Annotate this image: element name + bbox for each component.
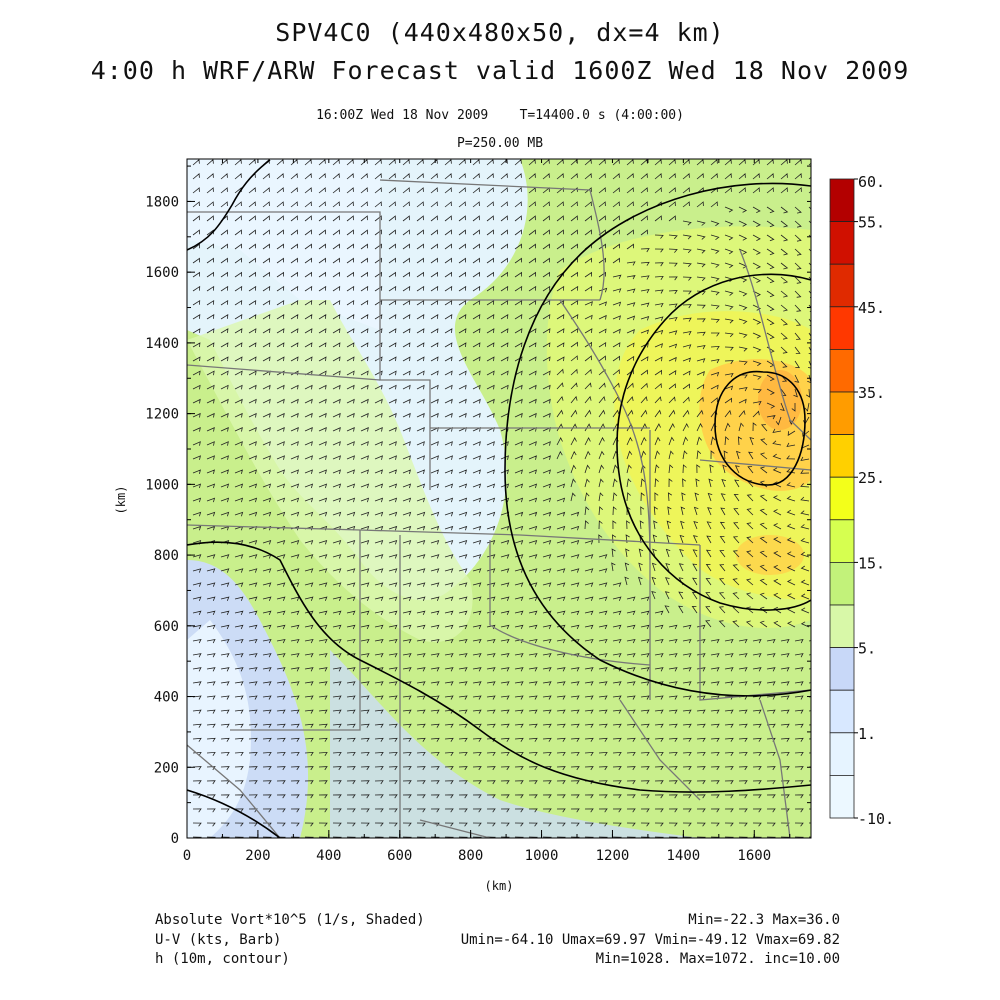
- colorbar-label: 55.: [858, 214, 885, 232]
- boundary-line: [739, 249, 811, 441]
- colorbar-label: 1.: [858, 725, 876, 743]
- boundary-line: [379, 179, 591, 191]
- x-tick-label: 600: [387, 848, 412, 864]
- boundary-line: [187, 744, 281, 838]
- colorbar-segment: [829, 562, 855, 606]
- colorbar-label: 60.: [858, 173, 885, 191]
- x-axis-label: (km): [485, 879, 514, 893]
- model-time: T=14400.0 s (4:00:00): [519, 108, 684, 123]
- boundary-line: [230, 530, 361, 731]
- y-tick-label: 200: [154, 760, 179, 776]
- plot-title: SPV4C0 (440x480x50, dx=4 km): [275, 18, 725, 47]
- boundary-line: [699, 459, 811, 471]
- colorbar-segment: [829, 775, 855, 819]
- height-contour-line: [714, 370, 806, 486]
- boundary-line: [489, 540, 651, 666]
- colorbar-segment: [829, 689, 855, 734]
- valid-time: 16:00Z Wed 18 Nov 2009: [316, 108, 489, 123]
- colorbar-segment: [829, 476, 855, 521]
- colorbar-label: 35.: [858, 384, 885, 402]
- height-contour-line: [187, 159, 271, 251]
- boundary-line: [699, 545, 811, 701]
- political-boundaries: [187, 179, 811, 838]
- time-subtitle: 16:00Z Wed 18 Nov 2009 T=14400.0 s (4:00…: [0, 108, 1000, 123]
- colorbar-segment: [829, 306, 855, 350]
- colorbar-segment: [829, 434, 855, 478]
- colorbar-segment: [829, 391, 855, 435]
- height-contour-line: [616, 273, 811, 611]
- x-tick-label: 0: [183, 848, 191, 864]
- y-tick-label: 400: [154, 690, 179, 706]
- x-tick-label: 200: [245, 848, 270, 864]
- legend-field3-name: h (10m, contour): [155, 951, 290, 967]
- height-contour-line: [187, 789, 281, 838]
- boundary-line: [589, 189, 605, 301]
- y-axis-label: (km): [114, 486, 128, 515]
- colorbar-segment: [829, 221, 855, 265]
- height-contour-line: [504, 182, 811, 697]
- boundary-line: [187, 364, 381, 381]
- height-contour-line: [187, 541, 811, 793]
- vorticity-shading-blue-south: [330, 650, 700, 838]
- vorticity-shading-peak: [758, 370, 802, 430]
- colorbar-segment: [829, 732, 855, 776]
- level-subtitle: P=250.00 MB: [456, 136, 544, 151]
- boundary-line: [559, 299, 651, 561]
- y-tick-label: 800: [154, 548, 179, 564]
- legend-field1-stats: Min=-22.3 Max=36.0: [688, 912, 840, 928]
- colorbar-segment: [829, 604, 855, 648]
- colorbar-segment: [829, 348, 855, 393]
- height-contours: [187, 159, 811, 838]
- boundary-line: [187, 524, 701, 546]
- colorbar-label: 5.: [858, 640, 876, 658]
- x-tick-label: 400: [316, 848, 341, 864]
- plot-frame: [186, 158, 812, 839]
- vorticity-shading-secondary: [736, 535, 804, 575]
- y-tick-label: 0: [171, 831, 179, 847]
- y-tick-label: 1600: [145, 265, 179, 281]
- forecast-title: 4:00 h WRF/ARW Forecast valid 1600Z Wed …: [90, 56, 910, 85]
- y-tick-label: 1200: [145, 407, 179, 423]
- boundary-line: [419, 819, 491, 838]
- x-tick-label: 800: [458, 848, 483, 864]
- legend-field1-name: Absolute Vort*10^5 (1/s, Shaded): [155, 912, 425, 928]
- boundary-line: [759, 699, 791, 838]
- colorbar-segment: [829, 519, 855, 563]
- boundary-line: [619, 699, 701, 801]
- y-tick-label: 1400: [145, 336, 179, 352]
- legend-field3-stats: Min=1028. Max=1072. inc=10.00: [595, 951, 840, 967]
- y-tick-label: 1000: [145, 477, 179, 493]
- colorbar-label: 15.: [858, 554, 885, 572]
- x-tick-label: 1400: [667, 848, 701, 864]
- colorbar-label: -10.: [858, 810, 894, 828]
- x-tick-label: 1600: [737, 848, 771, 864]
- colorbar-segment: [829, 178, 855, 222]
- y-tick-label: 600: [154, 619, 179, 635]
- colorbar-segment: [829, 647, 855, 691]
- x-tick-label: 1200: [596, 848, 630, 864]
- colorbar-label: 25.: [858, 469, 885, 487]
- vorticity-shading-pale-sw: [187, 620, 251, 838]
- vorticity-shading-light-green: [187, 300, 473, 642]
- colorbar-segment: [829, 263, 855, 308]
- legend-field2-stats: Umin=-64.10 Umax=69.97 Vmin=-49.12 Vmax=…: [460, 932, 840, 948]
- wind-barbs: [192, 159, 811, 838]
- colorbar-label: 45.: [858, 299, 885, 317]
- legend-field2-name: U-V (kts, Barb): [155, 932, 282, 948]
- x-tick-label: 1000: [525, 848, 559, 864]
- y-tick-label: 1800: [145, 194, 179, 210]
